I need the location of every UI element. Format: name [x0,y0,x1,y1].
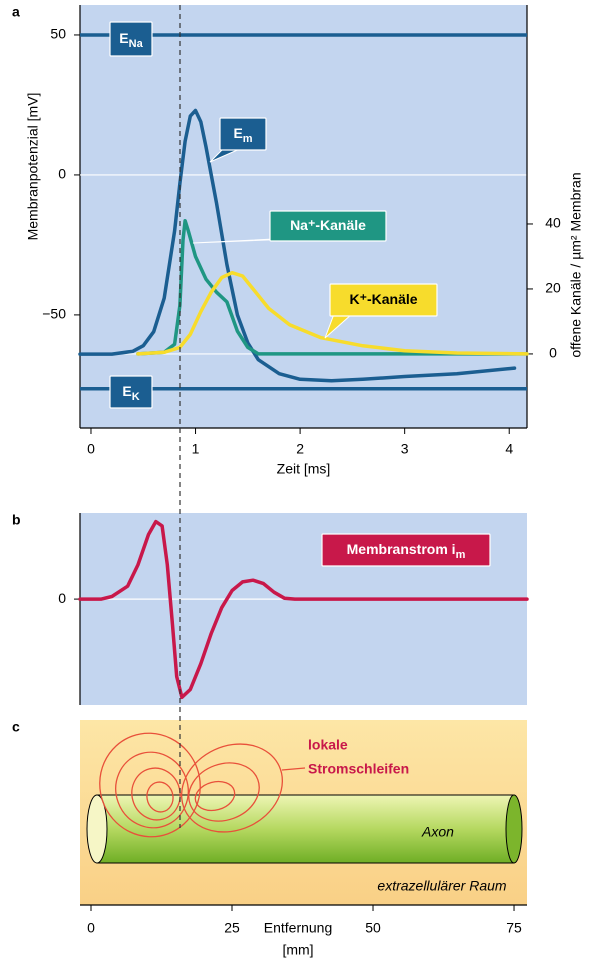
series-line [78,519,529,700]
space-label: extrazellulärer Raum [377,878,506,894]
x-tick-label: 0 [87,920,95,936]
current-loop [131,767,181,821]
badge-text: E [233,125,242,141]
badge-text: E [119,30,128,46]
badge-text: K⁺-Kanäle [349,291,417,307]
x-tick-label: 50 [365,920,381,936]
current-loop [146,781,174,813]
axon-end [505,794,523,864]
badge-text: E [122,383,131,399]
panel-label: a [12,4,20,20]
y2-tick-label: 20 [545,280,561,296]
badge-subscript: m [243,133,253,145]
y-tick-label: 0 [58,166,66,182]
current-loop [99,732,201,838]
y-tick-label: 50 [50,26,66,42]
current-loop [180,743,284,833]
badge-label: K⁺-Kanäle [349,291,417,307]
badge [109,21,153,57]
badge [269,210,387,242]
axon-body [96,794,515,864]
current-loop [188,762,260,822]
series-line [78,108,517,383]
current-loop [194,780,236,812]
x-axis-title: [mm] [282,942,313,958]
y-tick-label: −50 [42,306,66,322]
badge-text: Membranstrom i [347,541,456,557]
x-tick-label: 4 [505,441,513,457]
x-tick-label: 75 [506,920,522,936]
x-tick-label: 2 [296,441,304,457]
annotation-pointer [281,767,306,771]
x-tick-label: 1 [192,441,200,457]
badge-label: Em [233,125,252,145]
badge-text: Na⁺-Kanäle [290,217,366,233]
y-axis-title: Membranpotenzial [mV] [25,93,41,241]
x-axis-title: Entfernung [264,920,333,936]
x-tick-label: 3 [401,441,409,457]
badge-label: Membranstrom im [347,541,466,561]
axon-cut [86,794,108,864]
axon-label: Axon [421,824,454,840]
badge [329,283,438,317]
y2-tick-label: 0 [549,345,557,361]
y2-axis-title: offene Kanäle / µm² Membran [568,172,584,357]
badge-label: EK [122,383,139,403]
badge [219,117,267,151]
panel-label: b [12,512,21,528]
badge-subscript: m [456,549,466,561]
series-line [136,218,529,356]
x-axis-title: Zeit [ms] [277,461,331,477]
badge-label: Na⁺-Kanäle [290,217,366,233]
annotation: Stromschleifen [308,761,409,777]
badge [109,375,153,409]
x-tick-label: 25 [224,920,240,936]
badge [321,533,491,567]
y2-tick-label: 40 [545,215,561,231]
badge-subscript: Na [129,38,144,50]
badge-label: ENa [119,30,143,50]
x-tick-label: 0 [87,441,95,457]
plots: a 50 0 −50 0 20 40 0 1 2 3 4 Zeit [ms] Membranpotenzi… [12,4,584,958]
y-tick-label: 0 [58,590,66,606]
panel-label: c [12,719,20,735]
series-line [136,270,529,356]
annotation: lokale [308,737,348,753]
badge-subscript: K [132,391,140,403]
